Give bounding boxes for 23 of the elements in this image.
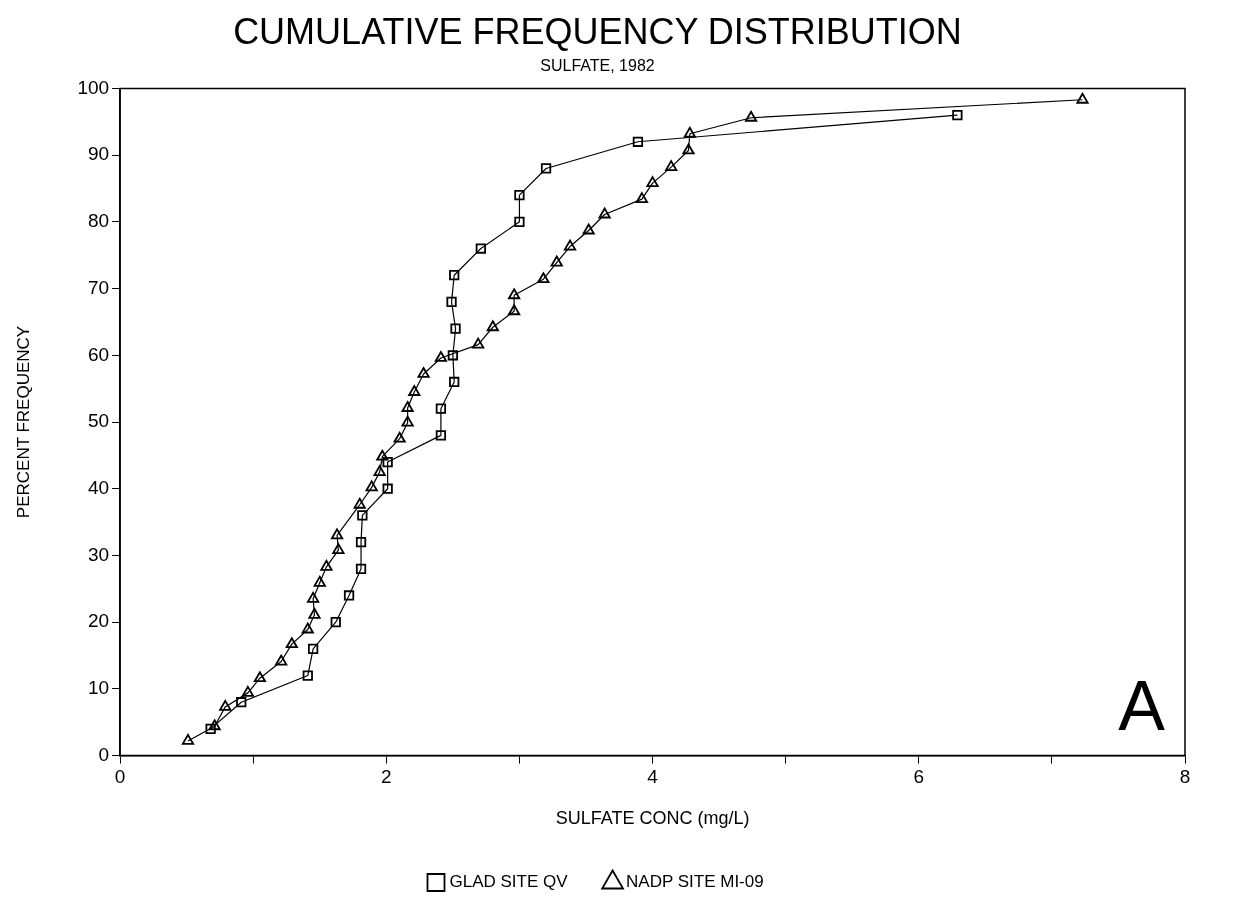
y-tick-label: 70 [87, 276, 110, 298]
y-tick-label: 50 [87, 410, 110, 432]
legend-label: NADP SITE MI-09 [626, 872, 764, 892]
x-tick-label: 6 [913, 766, 925, 788]
chart-title: CUMULATIVE FREQUENCY DISTRIBUTION [233, 10, 962, 52]
x-axis-title: SULFATE CONC (mg/L) [555, 808, 750, 829]
y-tick-label: 100 [77, 76, 110, 98]
x-tick-label: 4 [647, 766, 659, 788]
y-tick-label: 30 [87, 543, 110, 565]
y-tick-label: 0 [98, 743, 110, 765]
annotation: A [1118, 666, 1166, 745]
legend-label: GLAD SITE QV [449, 872, 569, 892]
x-tick-label: 0 [114, 766, 126, 788]
y-tick-label: 60 [87, 343, 110, 365]
y-tick-label: 20 [87, 610, 110, 632]
chart-subtitle: SULFATE, 1982 [540, 57, 655, 75]
x-tick-label: 8 [1179, 766, 1191, 788]
y-tick-label: 40 [87, 476, 110, 498]
x-tick-label: 2 [381, 766, 392, 788]
y-tick-label: 80 [87, 210, 110, 232]
y-tick-label: 10 [87, 677, 110, 699]
y-tick-label: 90 [87, 143, 110, 165]
y-axis-title: PERCENT FREQUENCY [13, 325, 33, 519]
